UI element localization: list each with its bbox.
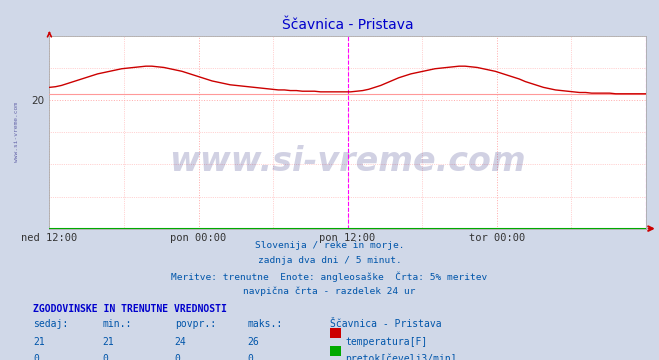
Text: 0: 0 <box>33 354 39 360</box>
Text: maks.:: maks.: <box>247 319 282 329</box>
Text: Ščavnica - Pristava: Ščavnica - Pristava <box>330 319 441 329</box>
Text: sedaj:: sedaj: <box>33 319 68 329</box>
Text: 24: 24 <box>175 337 186 347</box>
Text: zadnja dva dni / 5 minut.: zadnja dva dni / 5 minut. <box>258 256 401 265</box>
Text: Slovenija / reke in morje.: Slovenija / reke in morje. <box>255 241 404 250</box>
Text: www.si-vreme.com: www.si-vreme.com <box>169 145 526 178</box>
Text: temperatura[F]: temperatura[F] <box>345 337 428 347</box>
Text: ZGODOVINSKE IN TRENUTNE VREDNOSTI: ZGODOVINSKE IN TRENUTNE VREDNOSTI <box>33 304 227 314</box>
Text: 21: 21 <box>102 337 114 347</box>
Text: www.si-vreme.com: www.si-vreme.com <box>14 102 19 162</box>
Text: 0: 0 <box>175 354 181 360</box>
Text: navpična črta - razdelek 24 ur: navpična črta - razdelek 24 ur <box>243 287 416 296</box>
Text: pretok[čevelj3/min]: pretok[čevelj3/min] <box>345 354 457 360</box>
Text: 0: 0 <box>102 354 108 360</box>
Text: min.:: min.: <box>102 319 132 329</box>
Text: 0: 0 <box>247 354 253 360</box>
Text: Meritve: trenutne  Enote: angleosaške  Črta: 5% meritev: Meritve: trenutne Enote: angleosaške Črt… <box>171 271 488 282</box>
Text: 21: 21 <box>33 337 45 347</box>
Text: povpr.:: povpr.: <box>175 319 215 329</box>
Title: Ščavnica - Pristava: Ščavnica - Pristava <box>282 18 413 32</box>
Text: 26: 26 <box>247 337 259 347</box>
